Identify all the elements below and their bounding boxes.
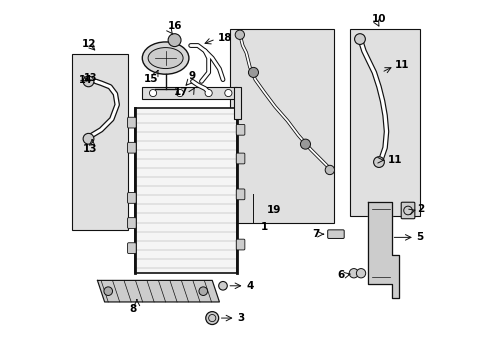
Text: 18: 18 <box>217 33 232 43</box>
FancyBboxPatch shape <box>400 202 414 219</box>
Text: 15: 15 <box>144 74 158 84</box>
Circle shape <box>224 89 231 96</box>
Bar <box>349 30 419 216</box>
Bar <box>230 30 333 223</box>
FancyBboxPatch shape <box>327 230 344 238</box>
Text: 8: 8 <box>129 304 137 314</box>
Polygon shape <box>367 202 398 298</box>
Circle shape <box>218 282 227 290</box>
FancyBboxPatch shape <box>127 142 136 153</box>
Text: 1: 1 <box>260 222 267 231</box>
Text: 13: 13 <box>83 144 97 154</box>
Bar <box>142 87 237 99</box>
Bar <box>72 54 128 230</box>
Text: 12: 12 <box>81 39 96 49</box>
Circle shape <box>205 312 218 324</box>
Text: 13: 13 <box>83 73 97 83</box>
Circle shape <box>104 287 112 296</box>
Circle shape <box>176 89 183 96</box>
Ellipse shape <box>142 42 188 74</box>
Text: 17: 17 <box>174 87 188 97</box>
Bar <box>135 108 237 273</box>
Text: 6: 6 <box>337 270 344 280</box>
Circle shape <box>300 139 310 149</box>
FancyBboxPatch shape <box>236 239 244 250</box>
Circle shape <box>83 134 94 144</box>
Text: 7: 7 <box>312 229 319 239</box>
Text: 2: 2 <box>416 204 423 214</box>
FancyBboxPatch shape <box>236 153 244 164</box>
FancyBboxPatch shape <box>127 218 136 228</box>
Ellipse shape <box>148 48 183 68</box>
Circle shape <box>354 34 365 44</box>
Circle shape <box>348 269 358 278</box>
Circle shape <box>356 269 365 278</box>
Circle shape <box>168 34 181 46</box>
Circle shape <box>83 76 94 87</box>
Text: 4: 4 <box>246 281 253 291</box>
FancyBboxPatch shape <box>236 189 244 200</box>
Text: 5: 5 <box>416 232 423 242</box>
Text: 19: 19 <box>266 206 281 216</box>
Polygon shape <box>97 280 219 302</box>
Circle shape <box>373 157 384 167</box>
Circle shape <box>204 89 212 96</box>
Circle shape <box>248 67 258 77</box>
Circle shape <box>199 287 207 296</box>
Circle shape <box>149 89 156 96</box>
Text: 11: 11 <box>394 60 409 70</box>
Text: 16: 16 <box>167 21 182 31</box>
Text: 11: 11 <box>387 155 402 165</box>
FancyBboxPatch shape <box>127 193 136 203</box>
Text: 9: 9 <box>188 71 196 81</box>
Circle shape <box>325 165 334 175</box>
Bar <box>233 87 241 119</box>
FancyBboxPatch shape <box>127 243 136 253</box>
Circle shape <box>235 30 244 40</box>
FancyBboxPatch shape <box>127 117 136 128</box>
Text: 14: 14 <box>79 75 92 85</box>
Text: 3: 3 <box>237 313 244 323</box>
FancyBboxPatch shape <box>236 125 244 135</box>
Text: 10: 10 <box>371 14 386 24</box>
